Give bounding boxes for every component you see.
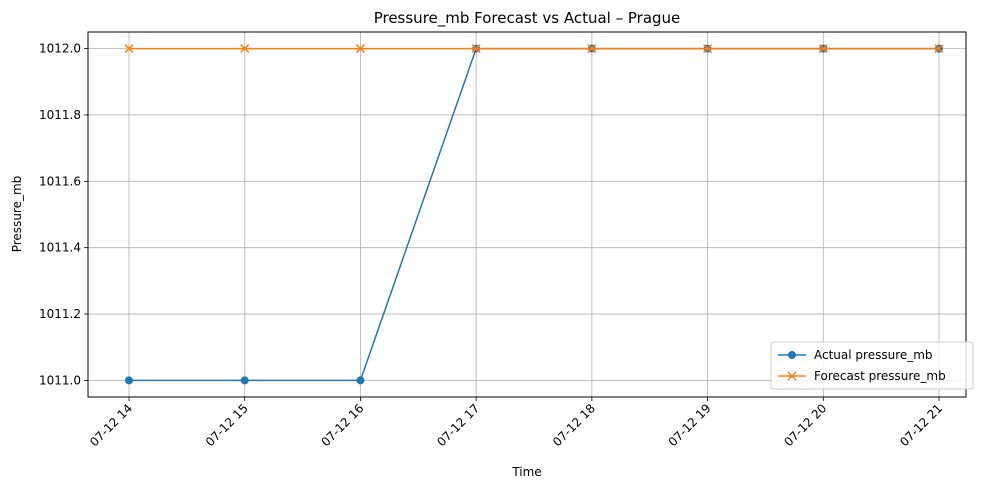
- x-tick-label: 07-12 19: [666, 401, 714, 449]
- data-point-marker: [356, 376, 365, 385]
- y-tick-label: 1011.0: [39, 373, 81, 387]
- chart-title: Pressure_mb Forecast vs Actual – Prague: [374, 9, 681, 28]
- data-point-marker: [471, 44, 481, 54]
- y-tick-label: 1011.4: [39, 241, 81, 255]
- data-point-marker: [240, 44, 250, 54]
- data-point-marker: [818, 44, 828, 54]
- y-tick-label: 1011.2: [39, 307, 81, 321]
- x-tick-label: 07-12 17: [434, 401, 482, 449]
- legend-box: [770, 341, 974, 390]
- x-tick-label: 07-12 14: [87, 401, 135, 449]
- legend-entry-actual: Actual pressure_mb: [778, 348, 933, 362]
- y-axis-label: Pressure_mb: [10, 176, 24, 253]
- x-tick-label: 07-12 16: [318, 401, 366, 449]
- data-point-marker: [125, 376, 133, 385]
- series-layer: [124, 44, 944, 385]
- legend-marker-actual: [788, 351, 796, 359]
- x-axis-ticks: 07-12 14 07-12 15 07-12 16 07-12 17 07-12 18…: [87, 397, 945, 449]
- legend: Actual pressure_mb Forecast pressure_mb: [770, 341, 974, 390]
- x-tick-label: 07-12 15: [203, 401, 251, 449]
- y-tick-label: 1011.6: [39, 174, 81, 188]
- y-tick-label: 1012.0: [39, 42, 81, 56]
- data-point-marker: [703, 44, 713, 54]
- x-axis-label: Time: [511, 465, 541, 479]
- data-point-marker: [355, 44, 365, 54]
- legend-marker-forecast: [787, 371, 797, 381]
- series-line-0: [129, 47, 939, 382]
- y-axis-ticks: 1011.0 1011.2 1011.4 1011.6 1011.8 1012.0: [39, 42, 88, 387]
- legend-label-actual: Actual pressure_mb: [814, 348, 933, 362]
- y-tick-label: 1011.8: [39, 108, 81, 122]
- data-point-marker: [587, 44, 597, 54]
- data-point-marker: [934, 44, 944, 54]
- legend-entry-forecast: Forecast pressure_mb: [778, 369, 946, 383]
- x-tick-label: 07-12 21: [897, 401, 945, 449]
- data-point-marker: [124, 44, 134, 54]
- x-tick-label: 07-12 18: [550, 401, 598, 449]
- legend-label-forecast: Forecast pressure_mb: [814, 369, 946, 383]
- x-tick-label: 07-12 20: [781, 401, 829, 449]
- data-point-marker: [240, 376, 249, 385]
- plot-area-frame: [87, 31, 967, 398]
